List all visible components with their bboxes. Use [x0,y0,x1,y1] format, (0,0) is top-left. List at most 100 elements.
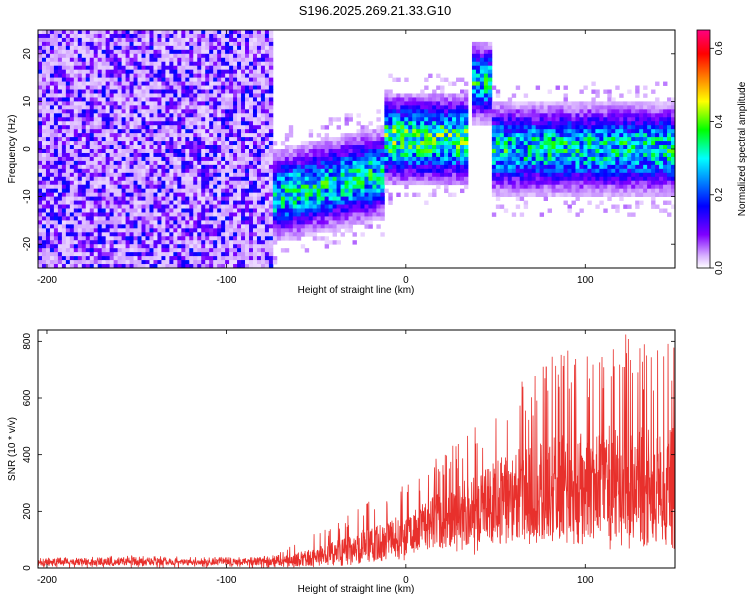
spectrogram-cell [129,164,134,170]
spectrogram-cell [133,133,138,138]
spectrogram-cell [217,212,222,217]
spectrogram-cell [97,180,103,186]
spectrogram-cell [332,164,337,170]
spectrogram-cell [241,101,246,106]
spectrogram-cell [89,188,95,194]
spectrogram-cell [352,212,357,217]
spectrogram-cell [420,141,425,146]
spectrogram-cell [125,53,130,59]
spectrogram-cell [165,93,170,98]
spectrogram-cell [241,204,246,209]
spectrogram-cell [153,141,158,146]
spectrogram-cell [213,117,218,122]
spectrogram-cell [57,176,63,182]
spectrogram-cell [93,196,99,201]
spectrogram-cell [344,172,349,178]
spectrogram-cell [125,109,130,114]
spectrogram-cell [380,204,385,209]
spectrogram-cell [101,105,107,110]
spectrogram-cell [209,33,214,39]
spectrogram-cell [153,216,158,221]
spectrogram-cell [268,216,274,221]
spectrogram-cell [185,232,190,237]
spectrogram-cell [169,61,174,67]
spectrogram-cell [475,117,481,122]
spectrogram-cell [177,141,182,146]
spectrogram-cell [444,117,449,122]
spectrogram-cell [209,232,214,237]
spectrogram-cell [149,117,154,122]
spectrogram-cell [117,109,123,114]
spectrogram-cell [396,176,401,182]
spectrogram-cell [312,216,318,221]
spectrogram-cell [177,192,182,197]
spectrogram-cell [149,41,154,47]
spectrogram-cell [121,45,126,51]
spectrogram-cell [436,73,441,78]
spectrogram-cell [149,252,154,257]
spectrogram-cell [201,129,206,134]
spectrogram-cell [73,37,79,43]
spectrogram-cell [444,184,449,190]
spectrogram-cell [256,168,262,174]
spectrogram-cell [53,113,59,118]
spectrogram-cell [241,89,246,94]
spectrogram-cell [161,149,166,154]
spectrogram-cell [141,57,146,63]
spectrogram-cell [185,145,190,150]
spectrogram-cell [185,200,190,205]
spectrogram-cell [440,97,445,102]
spectrogram-cell [53,216,59,221]
spectrogram-cell [252,137,258,142]
spectrogram-cell [233,228,238,233]
spectrogram-cell [388,117,393,122]
spectrogram-cell [193,252,198,257]
spectrogram-cell [65,212,71,217]
spectrogram-cell [173,208,178,213]
spectrogram-cell [444,176,449,182]
spectrogram-cell [428,133,433,138]
spectrogram-cell [81,172,87,178]
spectrogram-cell [340,152,345,158]
spectrogram-cell [193,216,198,221]
spectrogram-cell [197,41,202,47]
spectrogram-cell [125,160,130,166]
spectrogram-cell [260,49,266,55]
spectrogram-cell [57,149,63,154]
spectrogram-cell [81,77,87,82]
spectrogram-cell [125,101,130,106]
spectrogram-cell [125,244,130,249]
spectrogram-cell [185,93,190,98]
spectrogram-cell [101,101,107,106]
spectrogram-cell [432,105,437,110]
spectrogram-cell [157,141,162,146]
spectrogram-cell [38,41,43,47]
spectrogram-cell [137,129,142,134]
spectrogram-cell [241,236,246,241]
spectrogram-cell [41,236,47,241]
spectrogram-cell [388,192,393,197]
spectrogram-cell [388,93,393,98]
spectrogram-cell [452,145,457,150]
spectrogram-cell [125,196,130,201]
spectrogram-cell [197,129,202,134]
spectrogram-cell [205,137,210,142]
spectrogram-cell [149,176,154,182]
spectrogram-cell [233,77,238,82]
spectrogram-cell [113,256,119,261]
spectrogram-cell [77,224,83,229]
spectrogram-cell [475,73,481,78]
spectrogram-cell [221,33,226,39]
spectrogram-cell [213,57,218,63]
spectrogram-cell [463,156,469,162]
spectrogram-cell [328,152,334,158]
spectrogram-cell [463,133,469,138]
spectrogram-cell [491,101,497,106]
spectrogram-cell [77,228,83,233]
spectrogram-cell [117,188,123,194]
spectrogram-cell [157,145,162,150]
spectrogram-cell [125,105,130,110]
spectrogram-cell [105,252,111,257]
spectrogram-cell [225,89,230,94]
